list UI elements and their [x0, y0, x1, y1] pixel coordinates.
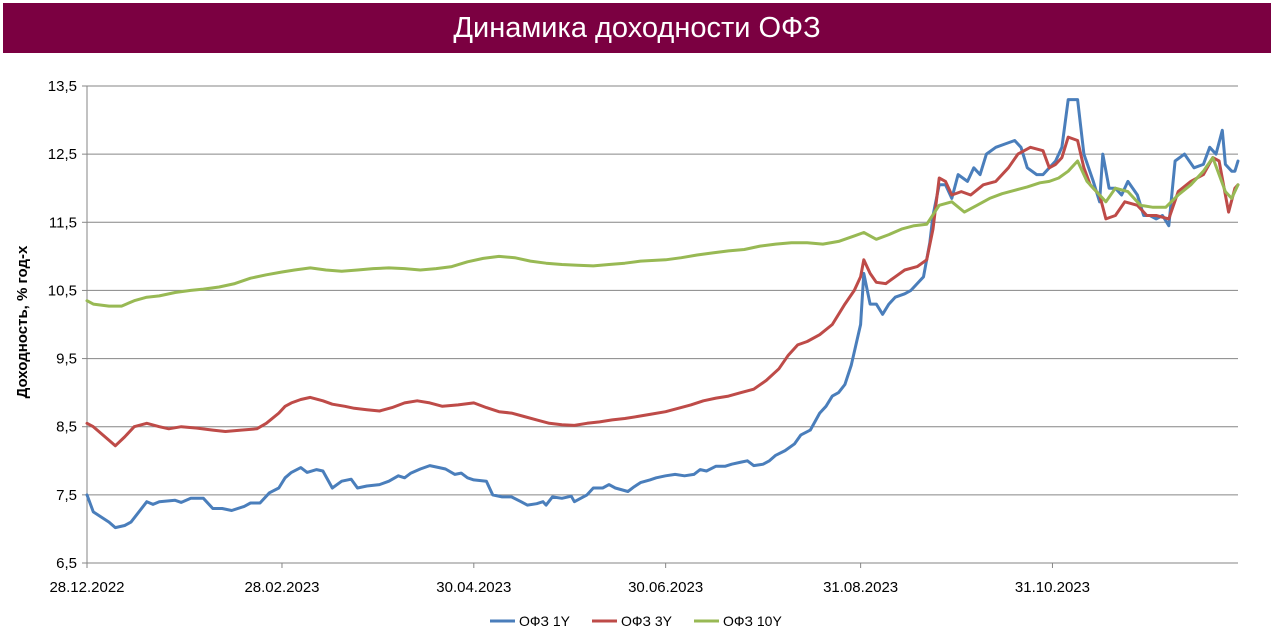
y-tick-label: 11,5: [49, 214, 77, 231]
y-tick-label: 6,5: [56, 555, 77, 572]
y-axis-label: Доходность, % год-х: [14, 245, 31, 398]
x-tick-label: 31.08.2023: [823, 579, 898, 596]
x-tick-label: 28.02.2023: [244, 579, 319, 596]
x-tick-label: 30.06.2023: [628, 579, 703, 596]
legend: ОФЗ 1Y ОФЗ 3Y ОФЗ 10Y: [490, 613, 782, 629]
y-tick-label: 10,5: [48, 282, 77, 299]
legend-label: ОФЗ 1Y: [519, 613, 571, 629]
y-tick-label: 12,5: [48, 146, 77, 163]
x-tick-label: 28.12.2022: [49, 579, 124, 596]
legend-label: ОФЗ 10Y: [723, 613, 782, 629]
y-tick-label: 7,5: [56, 487, 77, 504]
y-tick-label: 13,5: [48, 78, 77, 95]
series-line-3: [85, 156, 1240, 308]
tick-labels: 6,5 7,5 8,5 9,5 10,5 11,5 12,5 13,5 28.12.2022 28…: [48, 78, 1090, 596]
legend-label: ОФЗ 3Y: [621, 613, 673, 629]
chart-title: Динамика доходности ОФЗ: [3, 3, 1271, 53]
y-tick-label: 9,5: [56, 351, 77, 368]
axes: [82, 85, 1238, 568]
gridlines: [87, 85, 1238, 496]
series-line-2: [85, 135, 1240, 448]
x-tick-label: 30.04.2023: [436, 579, 511, 596]
series-lines: [85, 98, 1240, 530]
series-line-1: [85, 98, 1240, 530]
x-tick-label: 31.10.2023: [1015, 579, 1090, 596]
y-tick-label: 8,5: [56, 419, 77, 436]
